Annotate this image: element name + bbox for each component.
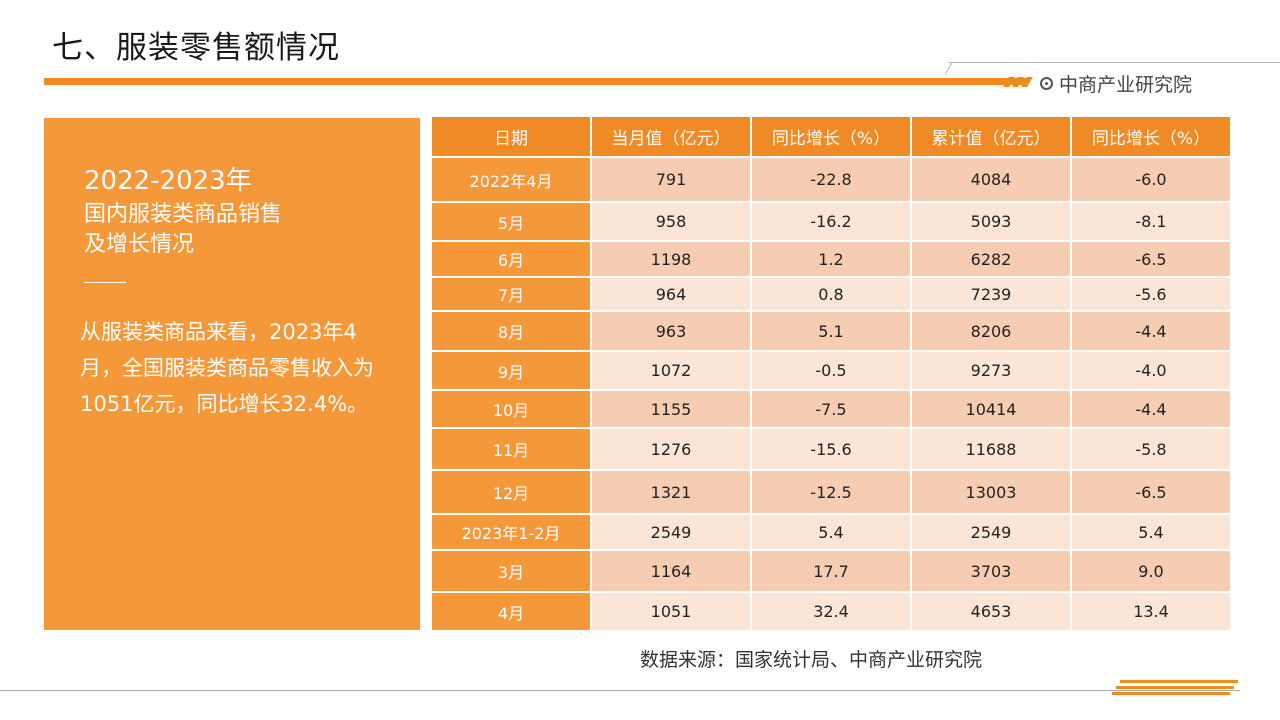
table-row: 6月 1198 1.2 6282 -6.5 bbox=[432, 240, 1230, 277]
brand-name: 中商产业研究院 bbox=[1059, 74, 1193, 96]
table-body: 2022年4月 791 -22.8 4084 -6.0 5月 958 -16.2 5093 -8.… bbox=[432, 156, 1230, 630]
table-row: 5月 958 -16.2 5093 -8.1 bbox=[432, 201, 1230, 241]
table-row: 9月 1072 -0.5 9273 -4.0 bbox=[432, 350, 1230, 390]
footer-stripes-decoration bbox=[1112, 678, 1242, 698]
column-header: 同比增长（%） bbox=[751, 117, 912, 157]
panel-divider bbox=[84, 282, 126, 283]
panel-body-text: 从服装类商品来看，2023年4月，全国服装类商品零售收入为1051亿元，同比增长… bbox=[80, 320, 374, 416]
date-cell: 4月 bbox=[432, 591, 592, 630]
value-cell: 4653 bbox=[911, 591, 1072, 630]
retail-table-container: 日期 当月值（亿元） 同比增长（%） 累计值（亿元） 同比增长（%） 2022年4月 79… bbox=[432, 117, 1230, 630]
value-cell: 0.8 bbox=[751, 276, 912, 311]
value-cell: -4.4 bbox=[1071, 389, 1230, 428]
brand-logo-icon bbox=[1040, 77, 1053, 90]
value-cell: -15.6 bbox=[751, 427, 912, 470]
summary-panel: 2022-2023年 国内服装类商品销售 及增长情况 从服装类商品来看，2023… bbox=[44, 118, 420, 630]
date-cell: 12月 bbox=[432, 469, 592, 514]
value-cell: 17.7 bbox=[751, 549, 912, 592]
title-underline-bar bbox=[44, 78, 1028, 85]
value-cell: 6282 bbox=[911, 240, 1072, 277]
value-cell: 5.4 bbox=[1071, 513, 1230, 550]
value-cell: 1198 bbox=[591, 240, 752, 277]
value-cell: 2549 bbox=[911, 513, 1072, 550]
value-cell: -0.5 bbox=[751, 350, 912, 390]
column-header: 同比增长（%） bbox=[1071, 117, 1230, 157]
value-cell: 7239 bbox=[911, 276, 1072, 311]
value-cell: 1.2 bbox=[751, 240, 912, 277]
table-header-row: 日期 当月值（亿元） 同比增长（%） 累计值（亿元） 同比增长（%） bbox=[432, 117, 1230, 157]
value-cell: 1155 bbox=[591, 389, 752, 428]
date-cell: 5月 bbox=[432, 201, 592, 241]
date-cell: 3月 bbox=[432, 549, 592, 592]
value-cell: 4084 bbox=[911, 156, 1072, 202]
retail-table: 日期 当月值（亿元） 同比增长（%） 累计值（亿元） 同比增长（%） 2022年4月 79… bbox=[432, 117, 1230, 630]
date-cell: 7月 bbox=[432, 276, 592, 311]
value-cell: 32.4 bbox=[751, 591, 912, 630]
value-cell: 2549 bbox=[591, 513, 752, 550]
table-row: 4月 1051 32.4 4653 13.4 bbox=[432, 591, 1230, 630]
footer-line bbox=[0, 690, 1240, 691]
table-row: 12月 1321 -12.5 13003 -6.5 bbox=[432, 469, 1230, 514]
value-cell: 9273 bbox=[911, 350, 1072, 390]
header-corner-diagonal bbox=[944, 62, 953, 75]
value-cell: 1051 bbox=[591, 591, 752, 630]
header-stripes-decoration bbox=[1003, 77, 1033, 87]
date-cell: 10月 bbox=[432, 389, 592, 428]
value-cell: -7.5 bbox=[751, 389, 912, 428]
value-cell: -5.8 bbox=[1071, 427, 1230, 470]
date-cell: 11月 bbox=[432, 427, 592, 470]
value-cell: -6.5 bbox=[1071, 469, 1230, 514]
panel-subtitle: 国内服装类商品销售 及增长情况 bbox=[84, 202, 283, 257]
date-cell: 8月 bbox=[432, 310, 592, 351]
value-cell: -4.4 bbox=[1071, 310, 1230, 351]
date-cell: 2023年1-2月 bbox=[432, 513, 592, 550]
value-cell: 1164 bbox=[591, 549, 752, 592]
value-cell: -6.5 bbox=[1071, 240, 1230, 277]
value-cell: 5.4 bbox=[751, 513, 912, 550]
value-cell: 964 bbox=[591, 276, 752, 311]
column-header: 累计值（亿元） bbox=[911, 117, 1072, 157]
value-cell: 1321 bbox=[591, 469, 752, 514]
value-cell: 958 bbox=[591, 201, 752, 241]
value-cell: 8206 bbox=[911, 310, 1072, 351]
date-cell: 6月 bbox=[432, 240, 592, 277]
header-corner-line bbox=[948, 62, 1280, 63]
value-cell: -12.5 bbox=[751, 469, 912, 514]
table-row: 3月 1164 17.7 3703 9.0 bbox=[432, 549, 1230, 592]
value-cell: 13.4 bbox=[1071, 591, 1230, 630]
data-source-note: 数据来源：国家统计局、中商产业研究院 bbox=[640, 649, 983, 671]
value-cell: -22.8 bbox=[751, 156, 912, 202]
table-row: 8月 963 5.1 8206 -4.4 bbox=[432, 310, 1230, 351]
date-cell: 9月 bbox=[432, 350, 592, 390]
table-row: 10月 1155 -7.5 10414 -4.4 bbox=[432, 389, 1230, 428]
table-row: 2022年4月 791 -22.8 4084 -6.0 bbox=[432, 156, 1230, 202]
page-title: 七、服装零售额情况 bbox=[52, 30, 340, 66]
value-cell: -5.6 bbox=[1071, 276, 1230, 311]
value-cell: -4.0 bbox=[1071, 350, 1230, 390]
table-row: 11月 1276 -15.6 11688 -5.8 bbox=[432, 427, 1230, 470]
date-cell: 2022年4月 bbox=[432, 156, 592, 202]
value-cell: 10414 bbox=[911, 389, 1072, 428]
value-cell: 963 bbox=[591, 310, 752, 351]
column-header: 日期 bbox=[432, 117, 592, 157]
table-row: 2023年1-2月 2549 5.4 2549 5.4 bbox=[432, 513, 1230, 550]
value-cell: 5.1 bbox=[751, 310, 912, 351]
value-cell: 5093 bbox=[911, 201, 1072, 241]
column-header: 当月值（亿元） bbox=[591, 117, 752, 157]
table-row: 7月 964 0.8 7239 -5.6 bbox=[432, 276, 1230, 311]
value-cell: 1072 bbox=[591, 350, 752, 390]
value-cell: -16.2 bbox=[751, 201, 912, 241]
value-cell: -6.0 bbox=[1071, 156, 1230, 202]
value-cell: 11688 bbox=[911, 427, 1072, 470]
value-cell: -8.1 bbox=[1071, 201, 1230, 241]
value-cell: 791 bbox=[591, 156, 752, 202]
value-cell: 13003 bbox=[911, 469, 1072, 514]
value-cell: 3703 bbox=[911, 549, 1072, 592]
panel-year: 2022-2023年 bbox=[84, 166, 252, 196]
value-cell: 1276 bbox=[591, 427, 752, 470]
value-cell: 9.0 bbox=[1071, 549, 1230, 592]
brand-label: 中商产业研究院 bbox=[1040, 70, 1192, 97]
